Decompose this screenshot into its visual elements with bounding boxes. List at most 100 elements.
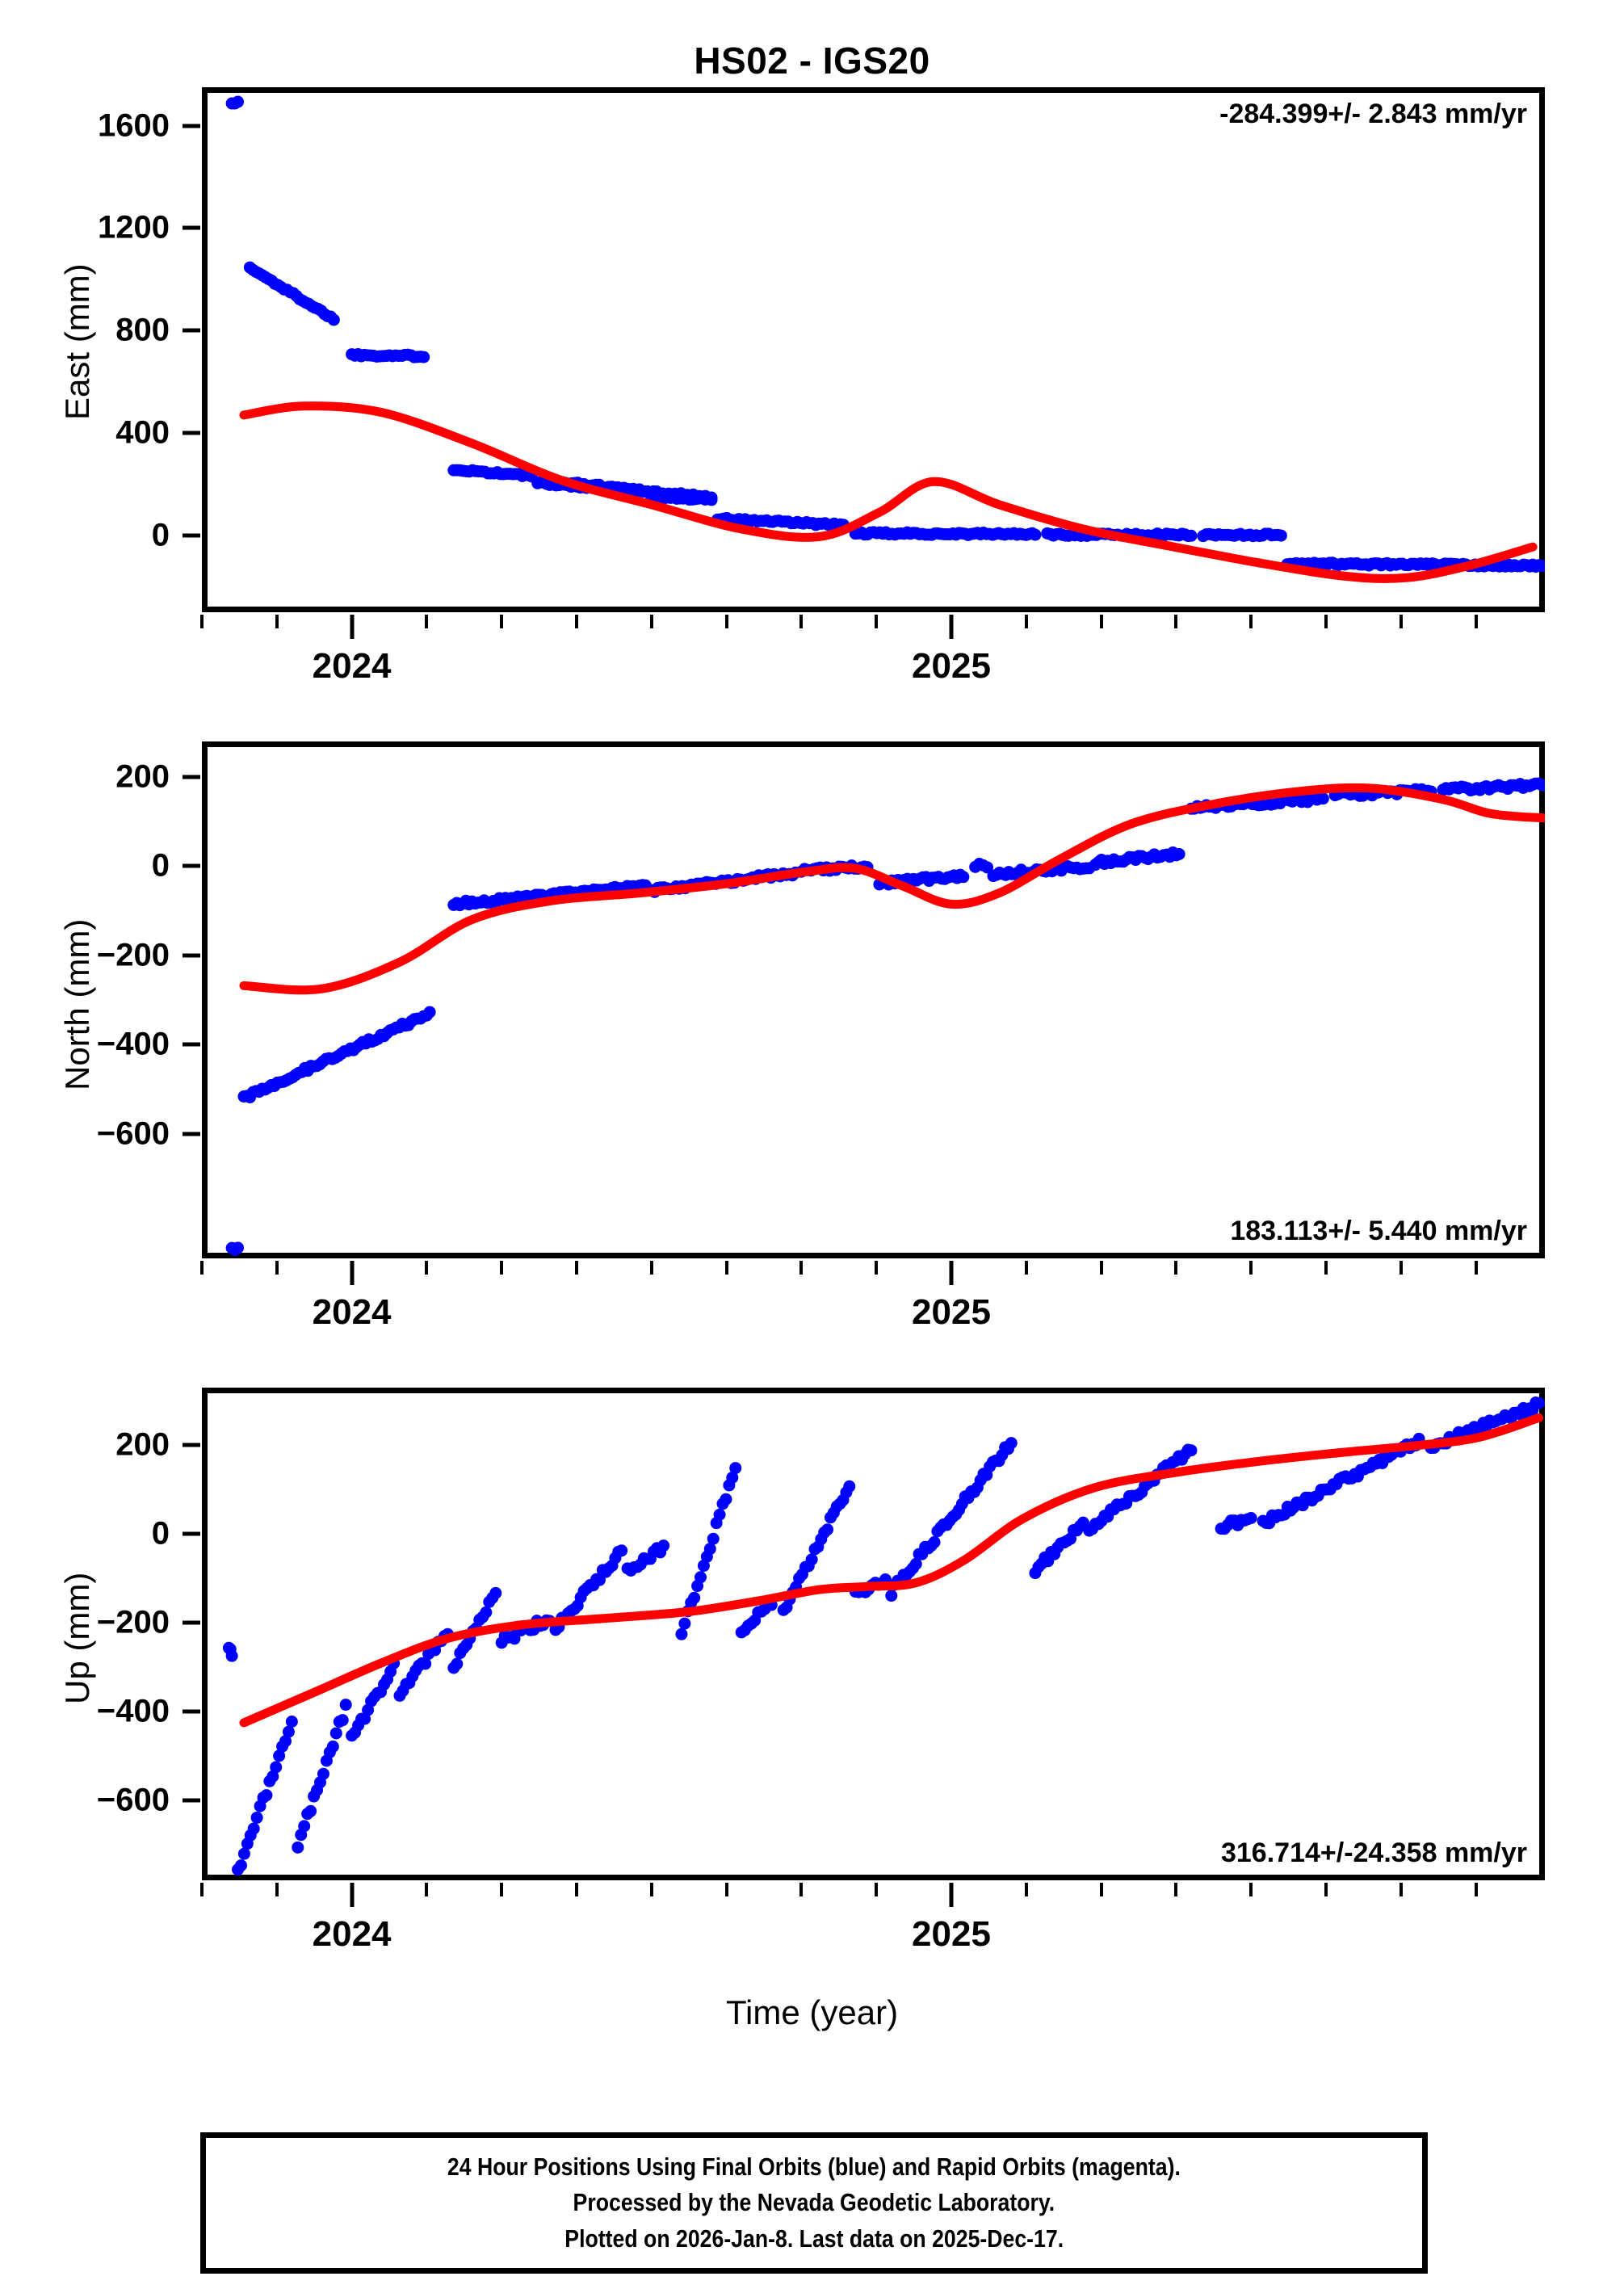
y-tick-label: −600 (96, 1782, 170, 1818)
y-tick-mark (183, 124, 200, 128)
x-tick-label: 2024 (312, 1292, 392, 1332)
y-tick-mark (183, 1132, 200, 1136)
y-tick-mark (183, 533, 200, 538)
x-tick-minor (1024, 1883, 1028, 1896)
x-tick-minor (1024, 615, 1028, 628)
rate-annotation-up: 316.714+/-24.358 mm/yr (1220, 1838, 1527, 1868)
x-tick-minor (1099, 1261, 1103, 1275)
x-tick-minor (500, 1883, 504, 1896)
x-axis-title: Time (year) (725, 1993, 899, 2031)
y-tick-label: 0 (151, 517, 170, 553)
x-tick-minor (425, 615, 429, 628)
y-tick-label: −200 (96, 937, 170, 973)
x-tick-minor (1249, 1883, 1253, 1896)
caption-box: 24 Hour Positions Using Final Orbits (bl… (200, 2132, 1428, 2274)
x-tick-minor (1324, 1261, 1328, 1275)
data-points-final-orbits (222, 1396, 1545, 1876)
y-tick-label: 0 (151, 1515, 170, 1552)
x-tick-minor (1099, 615, 1103, 628)
x-tick-major (350, 615, 355, 639)
x-tick-minor (724, 615, 728, 628)
x-tick-minor (875, 615, 879, 628)
x-tick-minor (875, 1883, 879, 1896)
x-tick-minor (500, 1261, 504, 1275)
x-tick-minor (275, 1883, 279, 1896)
x-tick-minor (1399, 1883, 1403, 1896)
panel-east: -284.399+/- 2.843 mm/yr (202, 87, 1545, 612)
x-tick-label: 2024 (312, 1914, 392, 1954)
x-tick-minor (1399, 615, 1403, 628)
y-tick-label: 400 (115, 414, 170, 451)
x-tick-minor (799, 1883, 804, 1896)
x-tick-minor (275, 615, 279, 628)
y-tick-label: 0 (151, 847, 170, 884)
x-tick-minor (724, 1883, 728, 1896)
y-tick-label: 1600 (98, 107, 170, 144)
x-tick-minor (575, 1261, 578, 1275)
data-points-final-orbits (225, 777, 1545, 1257)
y-tick-mark (183, 1620, 200, 1625)
x-tick-minor (425, 1261, 429, 1275)
y-tick-mark (183, 1798, 200, 1803)
x-tick-minor (649, 1261, 653, 1275)
y-tick-mark (183, 775, 200, 779)
y-tick-mark (183, 863, 200, 868)
y-tick-label: −400 (96, 1693, 170, 1729)
x-tick-minor (1249, 615, 1253, 628)
caption-line-1: 24 Hour Positions Using Final Orbits (bl… (447, 2152, 1181, 2182)
x-tick-minor (1174, 1883, 1178, 1896)
model-curve (239, 783, 1545, 995)
page-title: HS02 - IGS20 (694, 40, 930, 82)
caption-line-3: Plotted on 2026-Jan-8. Last data on 2025… (564, 2224, 1064, 2253)
x-tick-minor (200, 1261, 204, 1275)
x-tick-minor (575, 615, 578, 628)
x-tick-label: 2024 (312, 646, 392, 686)
x-tick-major (949, 1261, 954, 1285)
y-tick-mark (183, 1531, 200, 1536)
x-tick-minor (1474, 1883, 1478, 1896)
panel-north-frame (202, 741, 1545, 1258)
x-tick-minor (1474, 615, 1478, 628)
x-tick-label: 2025 (912, 1914, 991, 1954)
rate-annotation-north: 183.113+/- 5.440 mm/yr (1230, 1216, 1527, 1246)
panel-east-plot-area (225, 95, 1545, 583)
panel-up-plot-area (222, 1396, 1545, 1876)
x-tick-minor (1474, 1261, 1478, 1275)
y-tick-label: 200 (115, 1426, 170, 1463)
y-tick-label: 1200 (98, 209, 170, 246)
x-tick-major (949, 1883, 954, 1907)
y-tick-mark (183, 328, 200, 333)
x-tick-minor (724, 1261, 728, 1275)
panel-up-frame (202, 1388, 1545, 1880)
x-tick-minor (1399, 1261, 1403, 1275)
y-tick-label: −400 (96, 1026, 170, 1062)
x-tick-minor (275, 1261, 279, 1275)
x-tick-minor (1324, 615, 1328, 628)
x-tick-minor (1249, 1261, 1253, 1275)
x-tick-minor (1099, 1883, 1103, 1896)
x-tick-minor (1174, 1261, 1178, 1275)
x-tick-minor (799, 615, 804, 628)
model-curve (239, 401, 1538, 583)
y-tick-label: −600 (96, 1115, 170, 1152)
y-tick-mark (183, 430, 200, 435)
x-tick-minor (425, 1883, 429, 1896)
caption-line-2: Processed by the Nevada Geodetic Laborat… (573, 2188, 1055, 2217)
model-curve (239, 1413, 1544, 1728)
x-tick-minor (1324, 1883, 1328, 1896)
panel-north: 183.113+/- 5.440 mm/yr (202, 741, 1545, 1258)
y-tick-mark (183, 1709, 200, 1714)
x-tick-minor (575, 1883, 578, 1896)
x-tick-minor (1024, 1261, 1028, 1275)
y-tick-mark (183, 1042, 200, 1047)
y-tick-label: −200 (96, 1604, 170, 1640)
x-tick-minor (500, 615, 504, 628)
x-tick-minor (799, 1261, 804, 1275)
x-tick-major (350, 1261, 355, 1285)
rate-annotation-east: -284.399+/- 2.843 mm/yr (1219, 99, 1527, 129)
x-tick-minor (649, 1883, 653, 1896)
y-tick-mark (183, 225, 200, 230)
x-tick-label: 2025 (912, 1292, 991, 1332)
x-tick-label: 2025 (912, 646, 991, 686)
